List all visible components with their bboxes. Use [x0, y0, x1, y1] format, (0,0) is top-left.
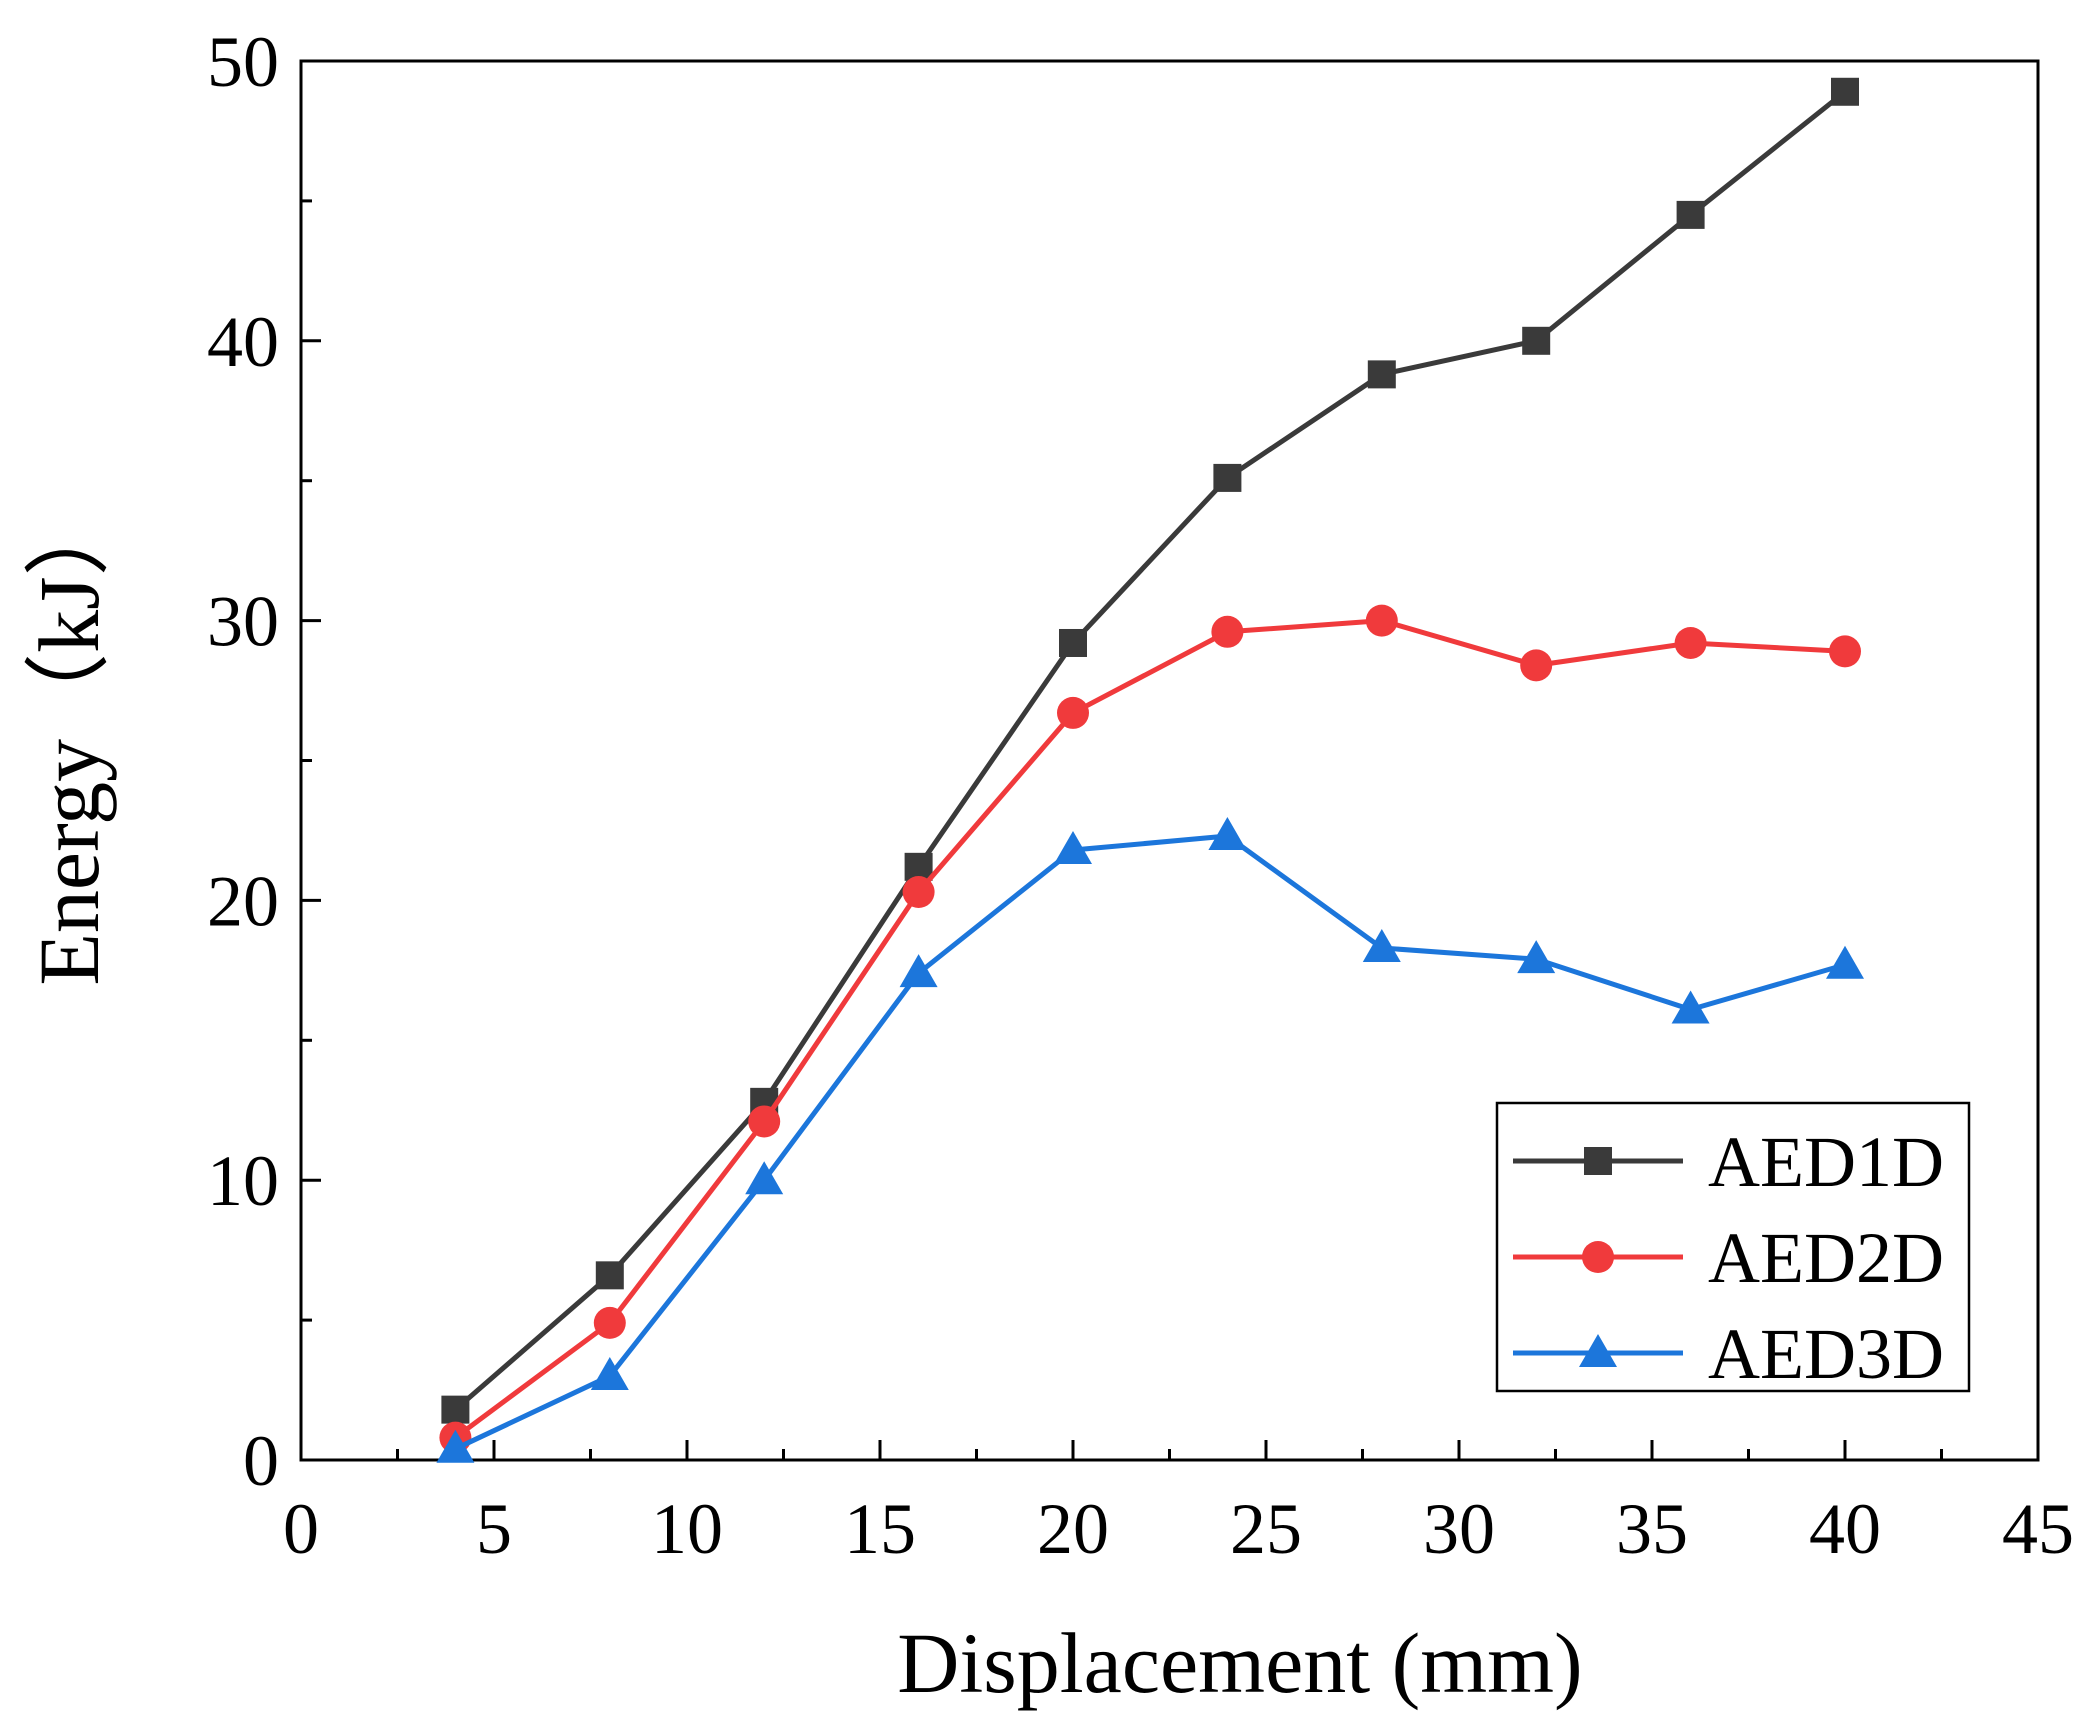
legend-label-aed3d: AED3D: [1708, 1314, 1944, 1394]
data-point-aed3d: [590, 1357, 629, 1391]
x-axis-title: Displacement (mm): [897, 1615, 1582, 1711]
x-tick-label: 10: [651, 1489, 723, 1569]
data-point-aed3d: [899, 954, 938, 988]
data-point-aed3d: [1054, 831, 1092, 865]
data-point-aed3d: [1671, 990, 1710, 1024]
x-tick-label: 0: [283, 1489, 319, 1569]
series-aed1d: [441, 77, 1859, 1424]
data-point-aed1d: [1367, 360, 1396, 389]
data-point-aed3d: [1362, 928, 1401, 962]
data-point-aed1d: [441, 1395, 470, 1424]
series-line-aed2d: [453, 618, 1846, 1440]
y-tick-label: 30: [207, 582, 279, 662]
data-point-aed2d: [1674, 626, 1707, 659]
x-tick-label: 30: [1423, 1489, 1495, 1569]
data-point-aed3d: [436, 1429, 475, 1463]
legend-marker-aed2d: [1582, 1241, 1614, 1273]
legend-label-aed1d: AED1D: [1708, 1122, 1944, 1202]
series-line-aed1d: [453, 89, 1847, 1412]
data-point-aed3d: [1517, 940, 1556, 974]
data-point-aed1d: [1059, 628, 1087, 657]
data-point-aed3d: [745, 1161, 784, 1195]
data-point-aed1d: [1676, 200, 1705, 229]
x-tick-label: 25: [1230, 1489, 1302, 1569]
data-point-aed1d: [595, 1261, 624, 1290]
data-point-aed2d: [902, 876, 935, 909]
x-tick-label: 40: [1809, 1489, 1881, 1569]
data-point-aed3d: [1208, 817, 1247, 851]
data-point-aed2d: [1829, 635, 1861, 668]
series-line-aed3d: [454, 833, 1846, 1452]
data-point-aed2d: [1520, 649, 1553, 682]
x-tick-label: 35: [1616, 1489, 1688, 1569]
x-tick-label: 5: [476, 1489, 512, 1569]
y-tick-label: 0: [243, 1421, 279, 1501]
x-tick-label: 45: [2002, 1489, 2074, 1569]
y-tick-label: 10: [207, 1141, 279, 1221]
data-point-aed2d: [1057, 696, 1089, 729]
x-axis: 0 5 10 15 20 25 30 35 40 45: [283, 1440, 2074, 1569]
legend-label-aed2d: AED2D: [1708, 1218, 1944, 1298]
data-point-aed2d: [1211, 615, 1244, 648]
series-aed2d: [439, 604, 1861, 1454]
legend-marker-aed3d: [1579, 1334, 1617, 1367]
data-point-aed2d: [748, 1105, 781, 1138]
data-point-aed2d: [593, 1306, 626, 1339]
x-tick-label: 20: [1037, 1489, 1109, 1569]
data-point-aed1d: [1522, 326, 1551, 355]
data-point-aed2d: [1365, 604, 1398, 637]
y-tick-label: 40: [207, 302, 279, 382]
y-axis-title: Energy（kJ）: [21, 490, 117, 985]
y-tick-label: 50: [207, 22, 279, 102]
legend: AED1D AED2D AED3D: [1495, 1101, 1971, 1394]
y-tick-label: 20: [207, 861, 279, 941]
series-layer: [436, 77, 1864, 1463]
data-point-aed1d: [1213, 463, 1242, 492]
legend-marker-aed1d: [1584, 1147, 1612, 1175]
data-point-aed1d: [1831, 77, 1859, 106]
series-aed3d: [436, 817, 1864, 1463]
legend-box: [1495, 1101, 1971, 1393]
data-point-aed3d: [1826, 945, 1864, 979]
x-tick-label: 15: [844, 1489, 916, 1569]
y-axis: 0 10 20 30 40 50: [207, 22, 321, 1501]
